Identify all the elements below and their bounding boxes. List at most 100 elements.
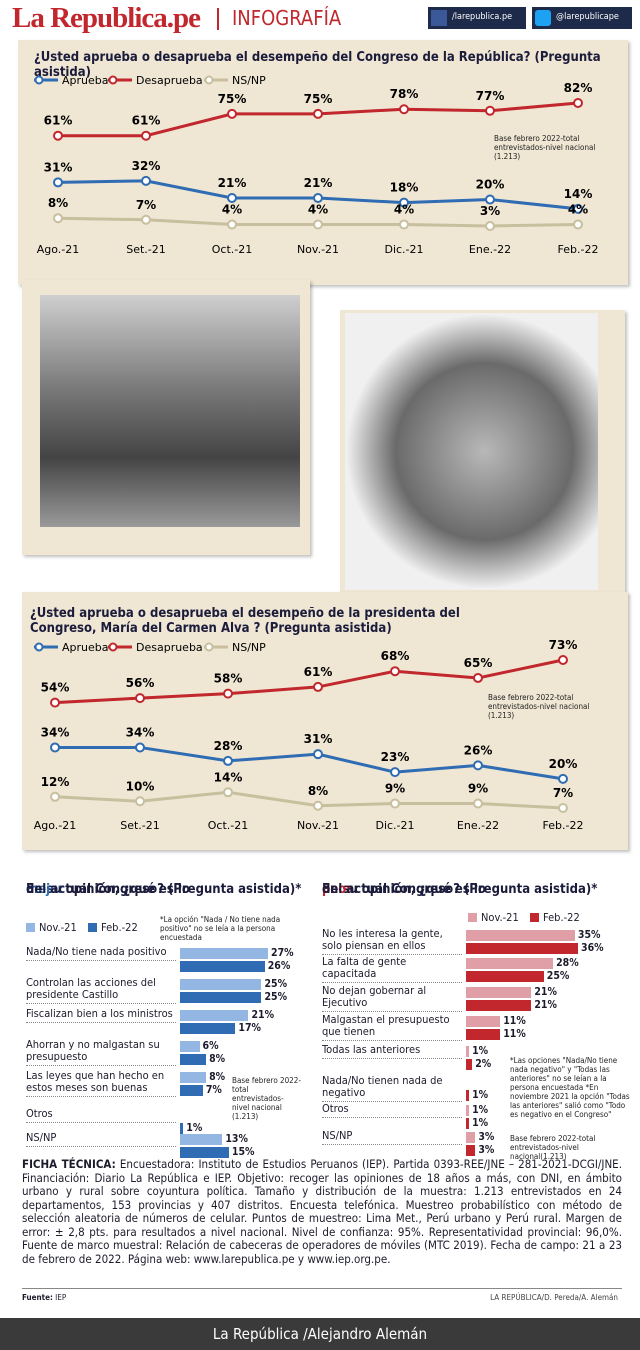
point [485, 221, 495, 231]
value-label: 1% [472, 1117, 489, 1129]
value-label: 4% [308, 202, 328, 216]
bar [466, 1000, 532, 1011]
bar [466, 987, 532, 998]
value-label: 20% [549, 757, 578, 771]
separator [217, 8, 219, 30]
credits: LA REPÚBLICA/D. Pereda/A. Alemán [490, 1293, 618, 1302]
category-label: Nada/No tienen nada de negativo [322, 1075, 462, 1102]
bar [466, 1059, 473, 1070]
x-tick-label: Dic.-21 [384, 243, 423, 256]
value-label: 4% [568, 202, 588, 216]
bar [180, 948, 268, 959]
category-label: Todas las anteriores [322, 1044, 462, 1059]
value-label: 28% [214, 739, 243, 753]
point [313, 749, 323, 760]
value-label: 8% [209, 1071, 226, 1083]
source-text: IEP [55, 1293, 67, 1302]
value-label: 1% [472, 1089, 489, 1101]
value-label: 7% [553, 786, 573, 800]
bar [466, 943, 578, 954]
bar [180, 1085, 203, 1096]
point [50, 742, 60, 753]
twitter-link[interactable]: @larepublicape [532, 7, 632, 29]
value-label: 9% [468, 782, 488, 796]
value-label: 9% [385, 782, 405, 796]
point [558, 773, 568, 784]
legend-label: Nov.-21 [481, 911, 519, 924]
legend-label: Aprueba [62, 74, 109, 87]
value-label: 12% [41, 775, 70, 789]
note: Base febrero 2022-total entrevistados-ni… [488, 693, 590, 720]
value-label: 61% [304, 665, 333, 679]
point [53, 130, 63, 141]
point [141, 130, 151, 141]
technical-sheet-label: FICHA TÉCNICA: [22, 1157, 116, 1171]
note: Base febrero 2022-total entrevistados-ni… [510, 1134, 596, 1161]
value-label: 4% [394, 202, 414, 216]
point [390, 666, 400, 677]
point [313, 800, 323, 811]
value-label: 25% [264, 978, 288, 990]
value-label: 26% [267, 960, 291, 972]
value-label: 27% [271, 947, 294, 959]
point [573, 98, 583, 108]
x-tick-label: Ene.-22 [469, 243, 511, 256]
section-title: INFOGRAFÍA [232, 6, 342, 30]
point [135, 693, 145, 704]
category-label: La falta de gente capacitada [322, 956, 462, 983]
value-label: 35% [577, 929, 601, 941]
bar [466, 1046, 470, 1057]
value-label: 36% [581, 942, 604, 954]
bar [180, 1010, 249, 1021]
value-label: 54% [41, 681, 70, 695]
point [227, 192, 237, 203]
point [390, 767, 400, 778]
x-tick-label: Ago.-21 [34, 819, 77, 832]
bar [466, 1090, 470, 1101]
note: *Las opciones "Nada/No tiene nada negati… [510, 1056, 630, 1119]
value-label: 11% [503, 1015, 526, 1027]
x-tick-label: Feb.-22 [558, 243, 599, 256]
value-label: 7% [205, 1084, 222, 1096]
value-label: 26% [464, 743, 493, 757]
value-label: 25% [546, 970, 570, 982]
value-label: 34% [126, 725, 155, 739]
facebook-link[interactable]: /larepublica.pe [428, 7, 526, 29]
bar [466, 1118, 470, 1129]
facebook-handle: /larepublica.pe [452, 12, 513, 22]
point [141, 175, 151, 186]
value-label: 75% [304, 92, 333, 106]
bar [466, 930, 575, 941]
value-label: 58% [214, 672, 243, 686]
value-label: 82% [564, 81, 593, 95]
bar [466, 1016, 501, 1027]
point [227, 219, 237, 230]
legend-marker [34, 642, 44, 652]
value-label: 73% [549, 638, 578, 652]
value-label: 14% [564, 187, 593, 201]
value-label: 13% [225, 1133, 248, 1145]
rule [22, 1288, 622, 1289]
bar [180, 1023, 236, 1034]
value-label: 77% [476, 89, 505, 103]
bar [180, 979, 262, 990]
point [573, 219, 583, 230]
value-label: 10% [126, 779, 155, 793]
legend-marker [108, 642, 118, 652]
value-label: 3% [480, 204, 500, 218]
footer-banner: La República /Alejandro Alemán [0, 1318, 640, 1350]
point [313, 192, 323, 203]
value-label: 6% [202, 1040, 219, 1052]
chart-title: ¿Usted aprueba o desaprueba el desempeño… [30, 606, 460, 636]
bar [180, 1147, 229, 1158]
point [399, 197, 409, 208]
value-label: 31% [304, 732, 333, 746]
point [313, 219, 323, 230]
bar [466, 1029, 501, 1040]
value-label: 75% [218, 92, 247, 106]
value-label: 2% [475, 1058, 492, 1070]
value-label: 56% [126, 676, 155, 690]
point [223, 688, 233, 699]
value-label: 61% [44, 114, 73, 128]
